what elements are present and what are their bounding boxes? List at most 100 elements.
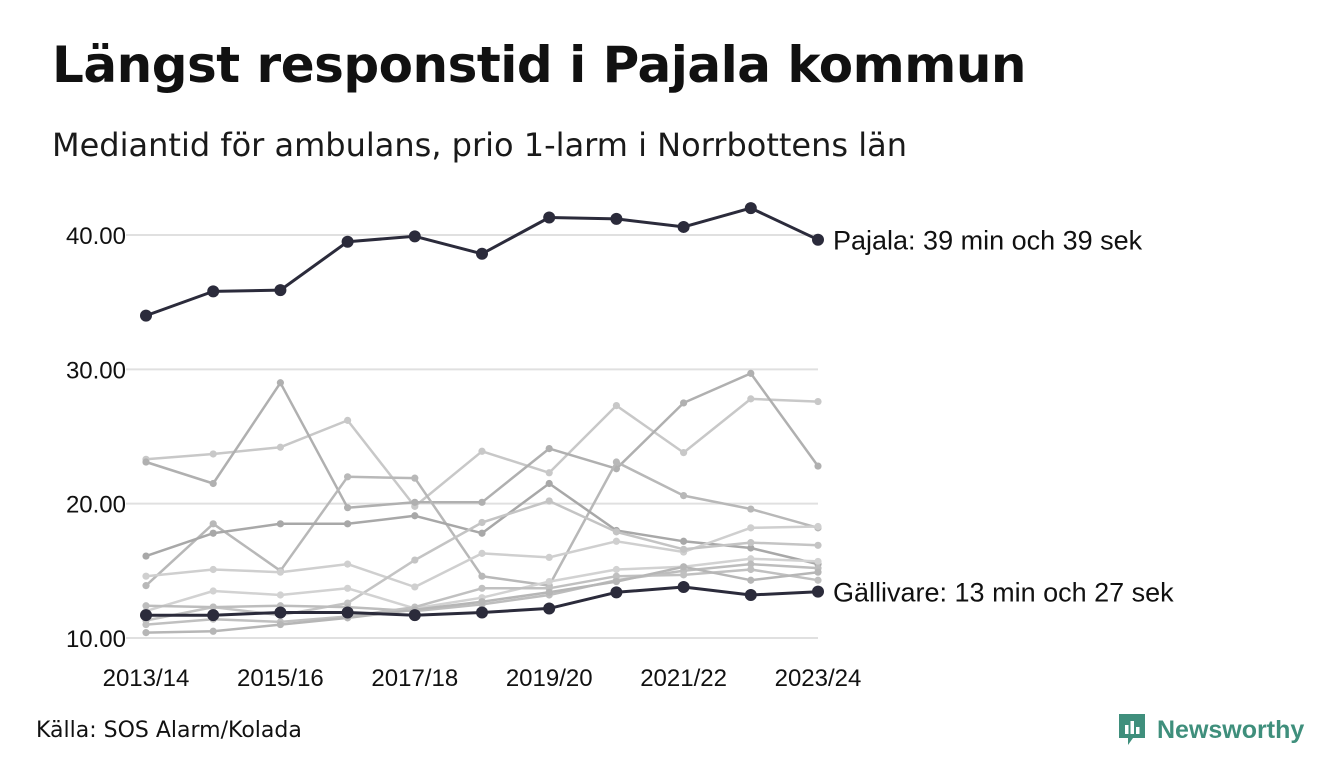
series-point (142, 620, 150, 629)
highlight-point (677, 220, 690, 233)
series-point (814, 462, 822, 470)
brand-logo: Newsworthy (1117, 712, 1304, 748)
series-point (612, 565, 621, 574)
highlight-point (207, 285, 220, 298)
newsworthy-chart-bubble-icon (1119, 714, 1145, 745)
series-point (545, 577, 553, 586)
series-point (142, 552, 150, 560)
highlight-point (140, 309, 152, 322)
series-point (680, 537, 688, 545)
series-point (478, 529, 486, 537)
y-axis-ticks: 10.00 20.00 30.00 40.00 (66, 223, 126, 653)
highlight-point (341, 235, 354, 248)
series-point (344, 520, 352, 528)
series-point (545, 469, 553, 477)
series-point (411, 556, 419, 564)
highlight-point (744, 202, 757, 215)
highlight-point (677, 580, 690, 593)
series-point (209, 529, 217, 537)
series-point (814, 576, 822, 584)
series-point (747, 560, 755, 568)
highlight-point (408, 230, 421, 243)
x-tick-label: 2015/16 (237, 665, 324, 692)
series-point (209, 603, 217, 611)
highlight-point (274, 606, 287, 619)
chart-title: Längst responstid i Pajala kommun (52, 36, 1027, 94)
line-chart: 10.00 20.00 30.00 40.00 2013/14 2015/16 2017/… (66, 202, 1174, 692)
series-point (814, 522, 822, 531)
highlight-point (341, 606, 354, 619)
series-point (142, 602, 150, 610)
series-point (545, 444, 553, 453)
series-point (612, 528, 621, 536)
series-point (814, 557, 822, 566)
background-series (142, 369, 822, 637)
series-point (411, 583, 419, 591)
series-point (478, 498, 486, 506)
chart-subtitle: Mediantid för ambulans, prio 1-larm i No… (52, 126, 908, 164)
series-point (344, 560, 352, 568)
series-end-label: Gällivare: 13 min och 27 sek (833, 578, 1174, 608)
source-note: Källa: SOS Alarm/Kolada (36, 718, 302, 743)
series-point (545, 479, 553, 488)
series-point (545, 588, 553, 596)
series-point (209, 450, 217, 458)
series-point (747, 539, 755, 547)
highlight-point (543, 211, 556, 224)
highlight-point (543, 602, 556, 615)
x-tick-label: 2013/14 (103, 665, 190, 692)
series-point (209, 479, 217, 488)
series-point (478, 518, 486, 527)
series-point (747, 555, 755, 563)
series-point (612, 458, 621, 466)
grid-lines (126, 234, 818, 639)
series-point (276, 379, 284, 387)
highlighted-series (140, 202, 824, 622)
series-point (814, 397, 822, 406)
series-point (142, 582, 150, 590)
series-point (814, 541, 822, 549)
series-point (545, 553, 553, 562)
highlight-point (812, 233, 824, 246)
series-point (411, 512, 419, 520)
series-point (680, 449, 688, 457)
series-point (612, 577, 621, 586)
highlight-point (812, 585, 824, 598)
series-point (545, 497, 553, 505)
series-point (612, 537, 621, 545)
series-point (612, 402, 621, 410)
x-tick-label: 2023/24 (775, 665, 862, 692)
highlight-point (744, 589, 757, 602)
series-point (344, 416, 352, 424)
series-point (747, 544, 755, 552)
x-tick-label: 2021/22 (640, 665, 727, 692)
y-tick-label: 20.00 (66, 492, 126, 519)
series-point (680, 563, 688, 571)
y-tick-label: 40.00 (66, 223, 126, 250)
series-point (747, 524, 755, 532)
series-point (814, 568, 822, 576)
series-line (144, 372, 820, 509)
series-point (747, 576, 755, 584)
series-point (612, 572, 621, 580)
series-point (680, 571, 688, 579)
x-tick-label: 2019/20 (506, 665, 593, 692)
highlight-point (207, 609, 220, 622)
series-point (142, 572, 150, 580)
series-point (747, 565, 755, 574)
series-point (209, 520, 217, 528)
highlight-point (408, 609, 421, 622)
series-point (747, 395, 755, 403)
highlight-point (476, 606, 488, 619)
series-point (276, 620, 284, 629)
highlight-point (274, 284, 287, 297)
brand-name: Newsworthy (1157, 715, 1305, 744)
series-point (478, 598, 486, 606)
series-point (209, 587, 217, 595)
series-point (344, 504, 352, 512)
series-point (411, 498, 419, 506)
series-point (478, 447, 486, 455)
highlight-point (140, 609, 152, 622)
highlight-point (476, 247, 488, 260)
series-point (209, 565, 217, 574)
